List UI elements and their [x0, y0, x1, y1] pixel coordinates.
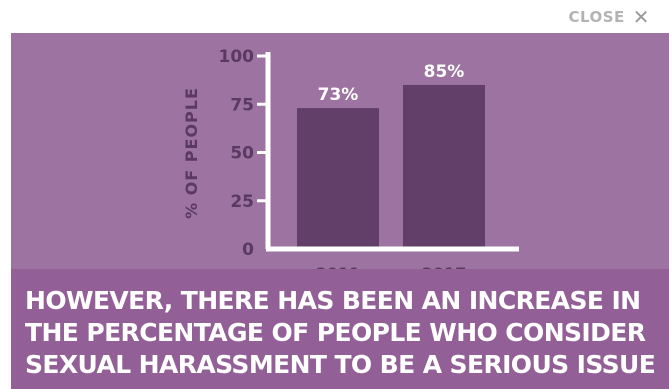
- close-icon: ✕: [632, 4, 650, 29]
- y-tick-label-75: 75: [230, 95, 254, 115]
- close-button[interactable]: CLOSE ✕: [559, 0, 659, 33]
- caption-line-2: THE PERCENTAGE OF PEOPLE WHO CONSIDER: [25, 318, 646, 347]
- y-tick-label-100: 100: [219, 47, 255, 67]
- caption-box: HOWEVER, THERE HAS BEEN AN INCREASE IN T…: [11, 269, 669, 389]
- y-tick-label-50: 50: [230, 144, 254, 164]
- data-label-2017: 85%: [424, 62, 465, 82]
- bar-2011: [297, 108, 379, 249]
- bar-2017: [403, 84, 485, 249]
- infographic-panel: 73%201185%20171007550250% OF PEOPLE HOWE…: [11, 33, 669, 389]
- data-label-2011: 73%: [318, 85, 359, 105]
- y-tick-label-25: 25: [230, 192, 254, 212]
- caption-line-3: SEXUAL HARASSMENT TO BE A SERIOUS ISSUE: [25, 350, 656, 379]
- caption-line-1: HOWEVER, THERE HAS BEEN AN INCREASE IN: [25, 286, 641, 315]
- close-button-label: CLOSE: [568, 7, 625, 26]
- bar-chart: 73%201185%20171007550250% OF PEOPLE: [182, 47, 519, 283]
- y-axis-label: % OF PEOPLE: [182, 87, 201, 219]
- y-tick-label-0: 0: [242, 240, 254, 260]
